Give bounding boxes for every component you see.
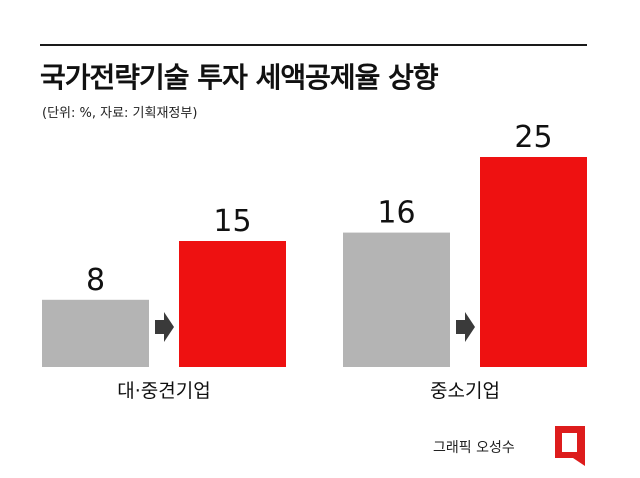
top-rule: [40, 44, 587, 46]
bar-after-0: [179, 241, 286, 367]
chart-subtitle: (단위: %, 자료: 기획재정부): [42, 106, 198, 121]
transition-arrow-icon: [456, 312, 475, 342]
data-label-0-1: 15: [213, 204, 251, 239]
bar-after-1: [480, 157, 587, 367]
data-label-1-0: 16: [377, 196, 415, 231]
transition-arrow-icon: [155, 312, 174, 342]
data-label-1-1: 25: [514, 120, 552, 155]
category-label-0: 대·중견기업: [117, 380, 210, 402]
bar-before-1: [343, 232, 450, 367]
data-label-0-0: 8: [86, 263, 105, 298]
publisher-logo-icon: [555, 426, 585, 466]
chart-title: 국가전략기술 투자 세액공제율 상향: [40, 61, 439, 94]
category-label-1: 중소기업: [430, 380, 500, 402]
graphic-credit: 그래픽 오성수: [433, 440, 515, 456]
bar-before-0: [42, 299, 149, 367]
